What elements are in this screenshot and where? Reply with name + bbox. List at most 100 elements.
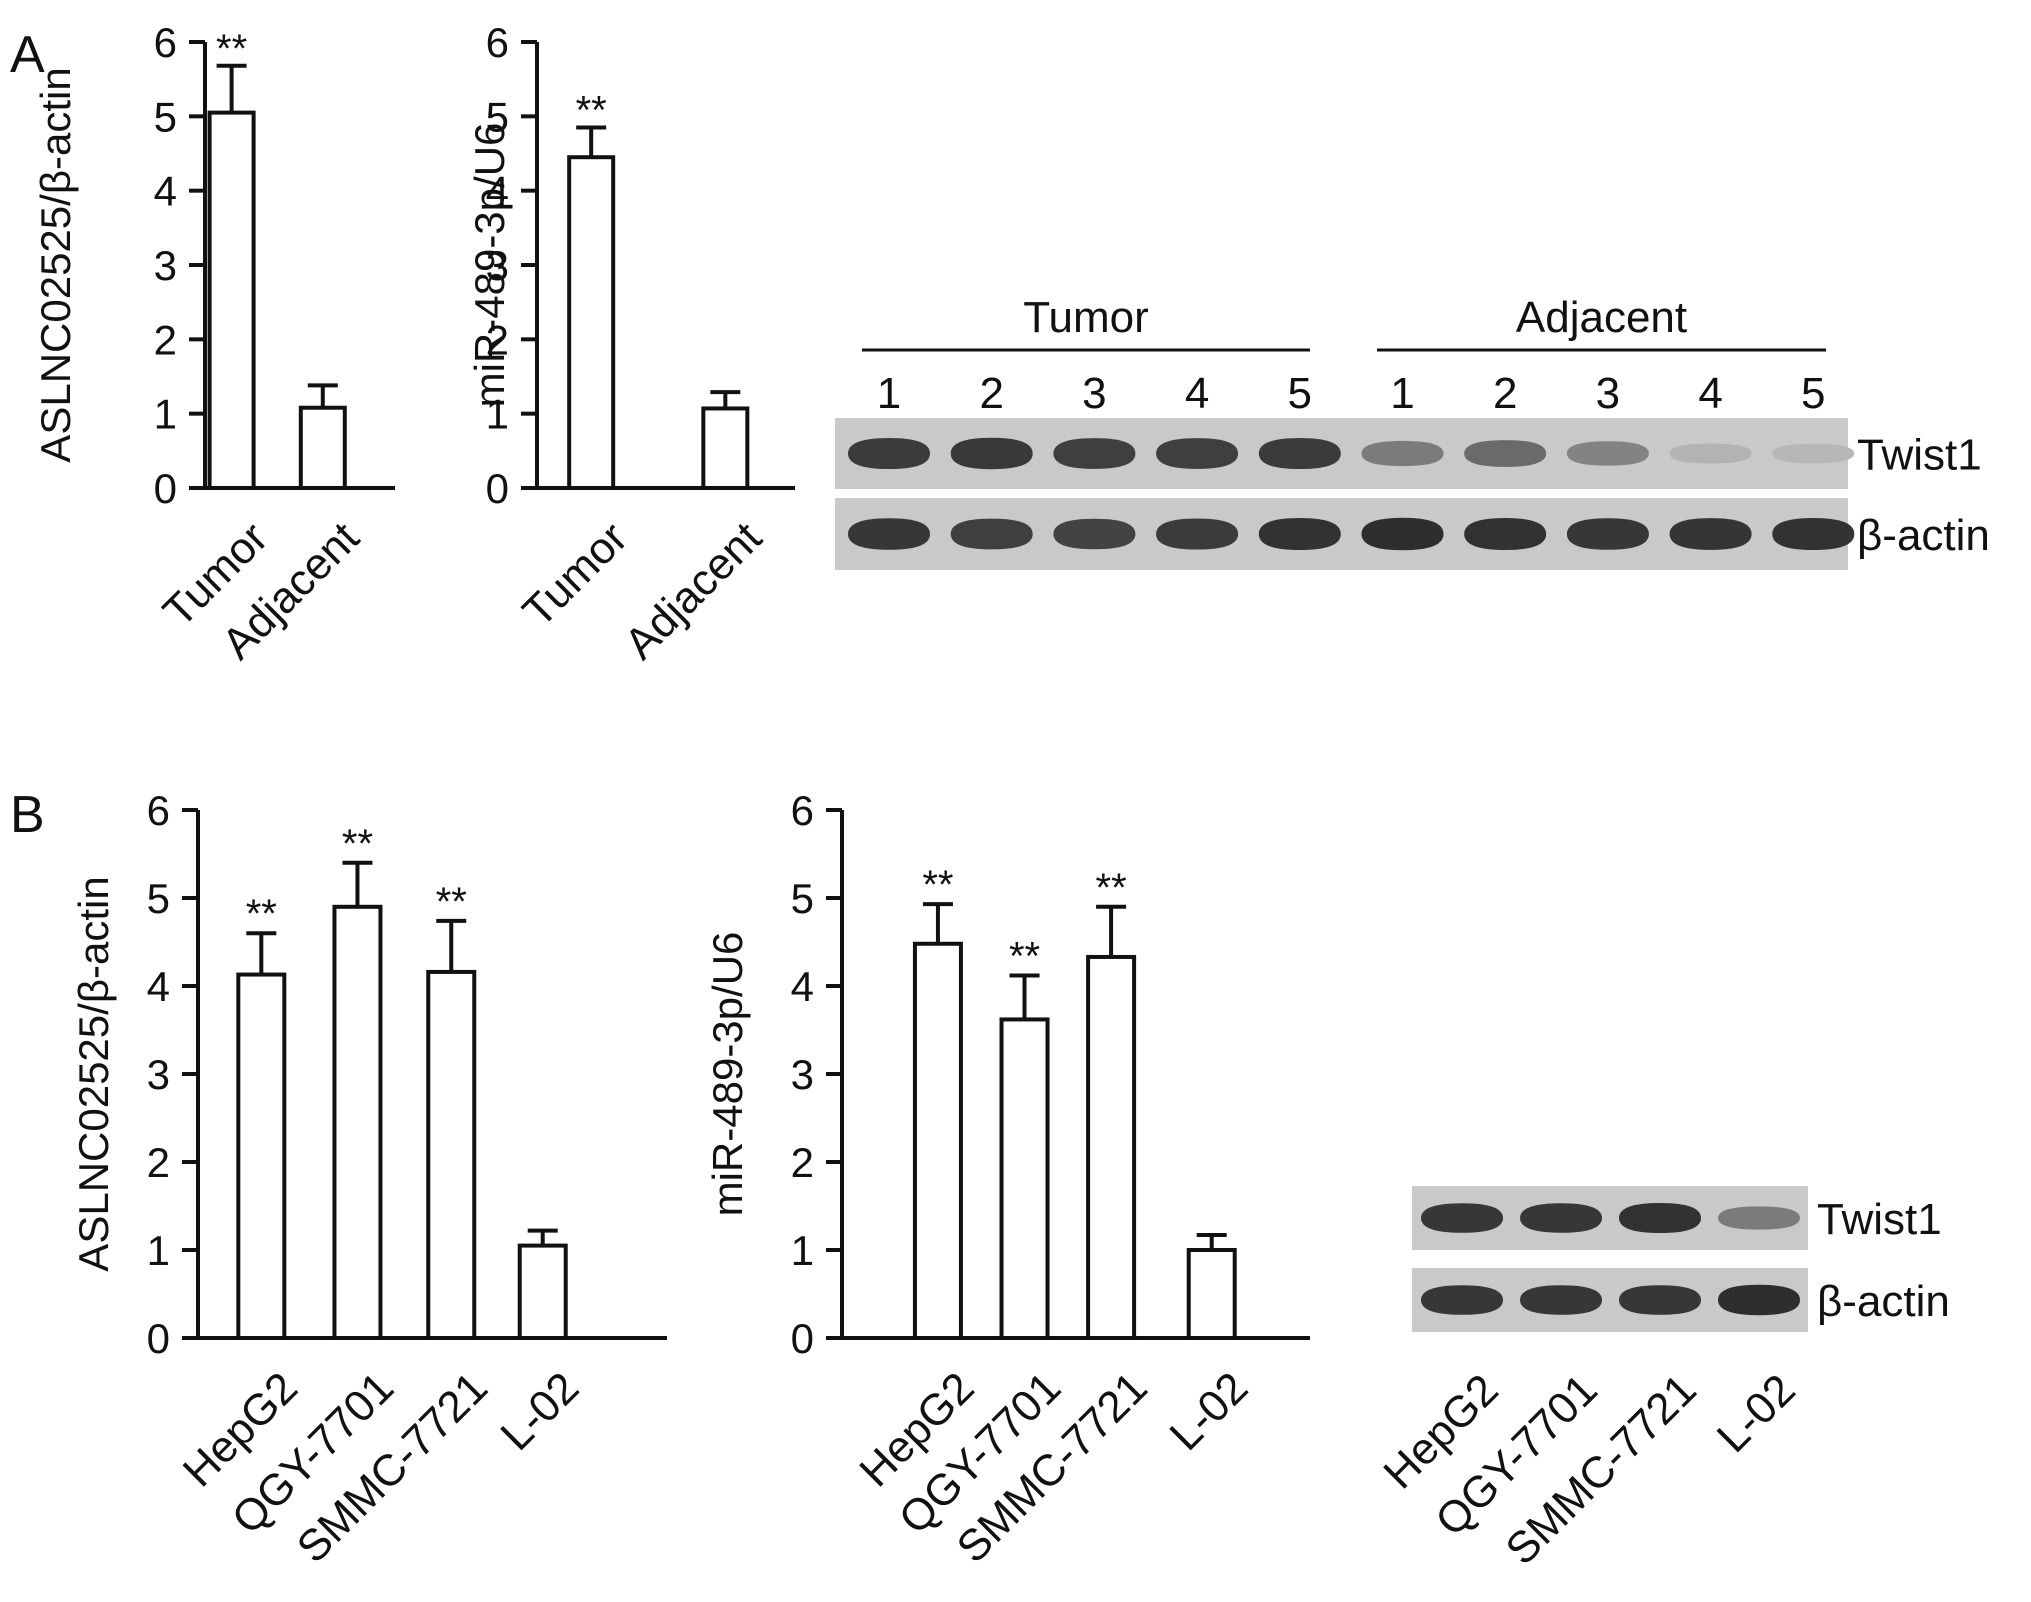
lane-number: 1 <box>1390 369 1414 418</box>
blot-band <box>1361 440 1444 467</box>
lane-number: 1 <box>877 369 901 418</box>
y-tick-label: 1 <box>147 1227 170 1274</box>
blot-band <box>1258 437 1341 470</box>
y-tick-label: 4 <box>791 963 814 1010</box>
blot-band <box>1053 518 1136 550</box>
significance-label: ** <box>246 892 277 936</box>
blot-band <box>950 437 1033 470</box>
bar <box>517 1243 568 1340</box>
y-axis-label: miR-489-3p/U6 <box>466 123 513 408</box>
y-tick-label: 5 <box>486 93 509 140</box>
category-label: L-02 <box>491 1363 588 1460</box>
y-tick-label: 3 <box>147 1051 170 1098</box>
blot-band <box>1520 1203 1602 1233</box>
lane-number: 4 <box>1185 369 1209 418</box>
panel-letter-b: B <box>10 786 45 844</box>
y-tick-label: 3 <box>486 242 509 289</box>
blot-band <box>1566 441 1649 466</box>
bar <box>298 405 347 490</box>
y-axis-label: miR-489-3p/U6 <box>704 932 751 1217</box>
blot-band <box>1421 1203 1503 1233</box>
significance-label: ** <box>342 822 373 866</box>
y-tick-label: 0 <box>154 465 177 512</box>
y-tick-label: 6 <box>486 19 509 66</box>
bar <box>912 941 963 1340</box>
lane-number: 2 <box>979 369 1003 418</box>
lane-number: 4 <box>1698 369 1722 418</box>
y-tick-label: 2 <box>791 1139 814 1186</box>
category-label: Tumor <box>513 513 636 636</box>
blot-band <box>1421 1285 1503 1315</box>
y-tick-label: 6 <box>791 787 814 834</box>
bar <box>567 155 616 490</box>
y-tick-label: 2 <box>147 1139 170 1186</box>
bar <box>701 406 750 491</box>
group-label: Tumor <box>1023 293 1149 342</box>
blot-row-label: Twist1 <box>1817 1195 1942 1244</box>
significance-label: ** <box>1009 934 1040 978</box>
blot-band <box>1566 518 1649 550</box>
blot-band <box>1464 517 1547 551</box>
group-label: Adjacent <box>1516 293 1687 342</box>
bar <box>1186 1248 1237 1340</box>
blot-band <box>1619 1285 1701 1315</box>
blot-row-label: β-actin <box>1817 1277 1950 1326</box>
y-tick-label: 2 <box>154 316 177 363</box>
y-tick-label: 5 <box>147 875 170 922</box>
bar <box>426 969 477 1340</box>
chart-b-mir-489-3p: 0123456miR-489-3p/U6**HepG2**QGY-7701**S… <box>704 787 1310 1572</box>
bar <box>332 904 383 1340</box>
lane-number: 3 <box>1082 369 1106 418</box>
blot-band <box>1772 517 1855 551</box>
blot-band <box>848 518 930 550</box>
y-tick-label: 2 <box>486 316 509 363</box>
y-tick-label: 1 <box>154 391 177 438</box>
panel-letter-a: A <box>10 26 45 84</box>
y-tick-label: 5 <box>154 93 177 140</box>
y-tick-label: 0 <box>147 1315 170 1362</box>
y-axis-label: ASLNC02525/β-actin <box>32 67 79 462</box>
significance-label: ** <box>1096 866 1127 910</box>
blot-band <box>1464 440 1547 467</box>
y-tick-label: 4 <box>154 168 177 215</box>
blot-band <box>950 518 1033 550</box>
significance-label: ** <box>216 27 247 71</box>
y-tick-label: 3 <box>154 242 177 289</box>
significance-label: ** <box>436 880 467 924</box>
blot-row-label: β-actin <box>1857 511 1990 560</box>
category-label: Adjacent <box>615 513 771 669</box>
y-tick-label: 3 <box>791 1051 814 1098</box>
blot-band <box>1520 1285 1602 1315</box>
bar <box>236 972 287 1340</box>
blot-band <box>1718 1206 1800 1230</box>
blot-band <box>1053 438 1136 469</box>
blot-band <box>1361 517 1444 551</box>
lane-number: 2 <box>1493 369 1517 418</box>
blot-band <box>1156 518 1239 550</box>
y-tick-label: 0 <box>791 1315 814 1362</box>
blot-band <box>1619 1202 1701 1234</box>
blot-band <box>1669 443 1752 464</box>
y-tick-label: 1 <box>486 391 509 438</box>
bar <box>207 110 256 490</box>
y-tick-label: 6 <box>154 19 177 66</box>
blot-band <box>1258 517 1341 551</box>
y-tick-label: 6 <box>147 787 170 834</box>
y-tick-label: 4 <box>486 168 509 215</box>
lane-number: 5 <box>1801 369 1825 418</box>
blot-band <box>1718 1284 1800 1316</box>
lane-number: 5 <box>1288 369 1312 418</box>
western-blot-a: Tumor Adjacent 1 2 3 4 5 1 2 3 4 5 Twist1 β-actin <box>835 293 1990 570</box>
bar <box>1086 954 1137 1341</box>
lane-number: 3 <box>1596 369 1620 418</box>
y-tick-label: 1 <box>791 1227 814 1274</box>
significance-label: ** <box>922 863 953 907</box>
y-tick-label: 0 <box>486 465 509 512</box>
category-label: L-02 <box>1160 1363 1257 1460</box>
y-tick-label: 4 <box>147 963 170 1010</box>
blot-band <box>1156 438 1239 469</box>
